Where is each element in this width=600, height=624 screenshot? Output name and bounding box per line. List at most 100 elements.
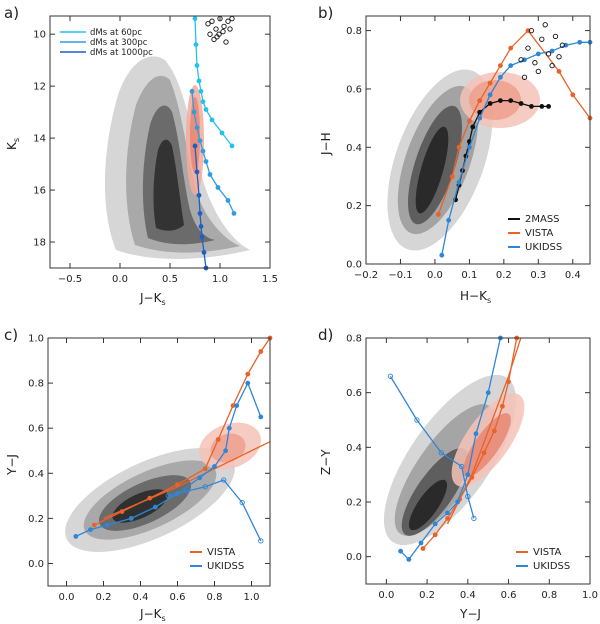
panel-a-series-1-point — [189, 88, 195, 94]
panel-a-series-2-point — [198, 224, 204, 229]
panel-a-series-3-point — [229, 15, 235, 22]
panel-d-series-2-point — [398, 548, 403, 554]
panel-d-series-2-point — [432, 521, 438, 527]
panel-b-series-1-point — [456, 144, 462, 150]
panel-b-series-2-point — [467, 144, 472, 150]
panel-d-series-0-point — [432, 532, 438, 538]
legend-ukidss-b: UKIDSS — [525, 242, 562, 253]
panel-b-series-2-point — [498, 74, 503, 80]
panel-b-series-0-point — [529, 104, 534, 109]
panel-b-series-1-point — [508, 45, 514, 51]
panel-d-series-2-point — [445, 510, 450, 516]
panel-d-legend: VISTA UKIDSS — [516, 547, 570, 572]
panel-d-series-0-line — [422, 337, 518, 549]
panel-c-ticks: 0.0 0.2 0.4 0.6 0.8 1.0 0.0 0.2 0.4 0.6 0.8 1.0 — [28, 334, 270, 603]
panel-b-series-0-point — [498, 98, 503, 103]
panel-b-series-3-point — [539, 36, 545, 42]
panel-a-frame — [49, 15, 271, 269]
panel-d-series-2-point — [473, 431, 479, 437]
panel-a-series-0-point — [192, 16, 198, 21]
panel-d-ytick-label: 0.6 — [346, 388, 362, 399]
panel-a-letter: a) — [4, 4, 19, 22]
panel-d-ylabel: Z−Y — [319, 449, 333, 475]
panel-d-ytick-label: 0.0 — [346, 552, 362, 563]
panel-d-series-3-point — [438, 450, 444, 456]
panel-b-xtick-label: −0.2 — [354, 270, 378, 281]
legend-vista-b: VISTA — [525, 228, 553, 239]
panel-b-series-1-point — [436, 212, 441, 217]
panel-c-xtick-label: 0.8 — [207, 592, 223, 603]
panel-c-series-0-point — [230, 403, 236, 408]
panel-c-series-3-point — [221, 477, 227, 483]
panel-b-series-0-point — [518, 101, 524, 106]
panel-a-series-0-point — [200, 99, 206, 105]
panel-b-series-3-point — [521, 74, 528, 80]
panel-b-series-0-point — [487, 101, 493, 106]
panel-a-series-3-point — [213, 26, 219, 32]
panel-a-series-3-point — [209, 18, 215, 24]
panel-a-ytick-label: 18 — [33, 238, 46, 249]
panel-b-series-1-point — [570, 92, 576, 98]
panel-b-xtick-label: 0.4 — [565, 270, 581, 281]
panel-b-series-2-point — [535, 51, 541, 57]
panel-c-series-0-point — [215, 437, 221, 442]
panel-d-series-2-point — [406, 557, 412, 562]
panel-a-series-1-point — [215, 185, 221, 190]
panel-c-xtick-label: 0.4 — [133, 592, 149, 603]
panel-d-series-3-point — [414, 417, 420, 423]
panel-c-ytick-label: 0.0 — [28, 559, 44, 570]
panel-a-series-3-point — [205, 21, 211, 27]
panel-c-xtick-label: 0.6 — [170, 592, 186, 603]
panel-c-series-2-point — [226, 425, 232, 431]
panel-c-ytick-label: 0.6 — [28, 424, 44, 435]
panel-a-series-1-point — [200, 148, 206, 154]
panel-a-series-0-point — [209, 117, 215, 123]
panel-d-ticks: 0.0 0.2 0.4 0.6 0.8 1.0 0.0 0.2 0.4 0.6 0.8 — [346, 334, 598, 602]
legend-2mass: 2MASS — [525, 214, 560, 225]
panel-a-density — [104, 56, 250, 259]
panel-a-legend: dMs at 60pc dMs at 300pc dMs at 1000pc — [60, 28, 153, 58]
panel-c-series-2-point — [128, 516, 134, 521]
panel-c-series-2-point — [73, 534, 79, 539]
panel-a-series-2-point — [194, 169, 200, 175]
panel-b-series-2-point — [487, 92, 493, 98]
panel-a-marks — [189, 15, 237, 271]
panel-c-ytick-label: 0.8 — [28, 379, 44, 390]
panel-b-series-3-point — [542, 22, 548, 28]
panel-a: a) dMs at 60pc dMs at 300pc dMs at 1000p… — [4, 4, 278, 307]
panel-a-series-1-point — [194, 125, 200, 131]
panel-d-letter: d) — [318, 326, 333, 344]
panel-a-ytick-label: 10 — [33, 30, 46, 41]
panel-a-series-1-line — [191, 91, 235, 214]
panel-d-series-0-point — [481, 450, 487, 456]
panel-c-xtick-label: 0.2 — [96, 592, 112, 603]
panel-b-series-0-point — [470, 124, 476, 130]
panel-b-frame — [365, 15, 591, 265]
panel-d-series-3-point — [471, 515, 477, 522]
panel-d-series-3-point — [459, 463, 465, 470]
panel-b-series-2-point — [508, 63, 514, 68]
panel-b-series-3-point — [518, 57, 524, 63]
panel-b-xtick-label: 0.1 — [461, 270, 477, 281]
panel-b-ylabel: J−H — [319, 132, 333, 156]
panel-b-series-1-point — [556, 69, 562, 74]
panel-b-series-3-point — [528, 27, 535, 34]
panel-a-series-0-point — [229, 143, 235, 149]
panel-b-series-3-point — [549, 62, 555, 69]
panel-c-series-2-point — [245, 380, 251, 386]
panel-d-frame — [365, 337, 591, 585]
panel-d-xtick-label: 0.0 — [378, 590, 394, 601]
panel-a-ytick-label: 16 — [33, 186, 46, 197]
panel-d-series-0-point — [420, 546, 426, 551]
panel-a-series-3-point — [207, 31, 213, 37]
panel-b-xtick-label: 0.0 — [427, 270, 443, 281]
panel-b-series-0-point — [508, 98, 514, 103]
panel-b-ytick-label: 0.4 — [346, 143, 362, 154]
panel-a-ylabel: Ks — [5, 138, 21, 150]
panel-b-series-1-point — [487, 80, 493, 86]
panel-d-marks — [387, 335, 522, 562]
panel-b-letter: b) — [318, 4, 333, 22]
panel-c-series-2-point — [223, 448, 229, 454]
panel-d-xtick-label: 0.4 — [460, 590, 476, 601]
